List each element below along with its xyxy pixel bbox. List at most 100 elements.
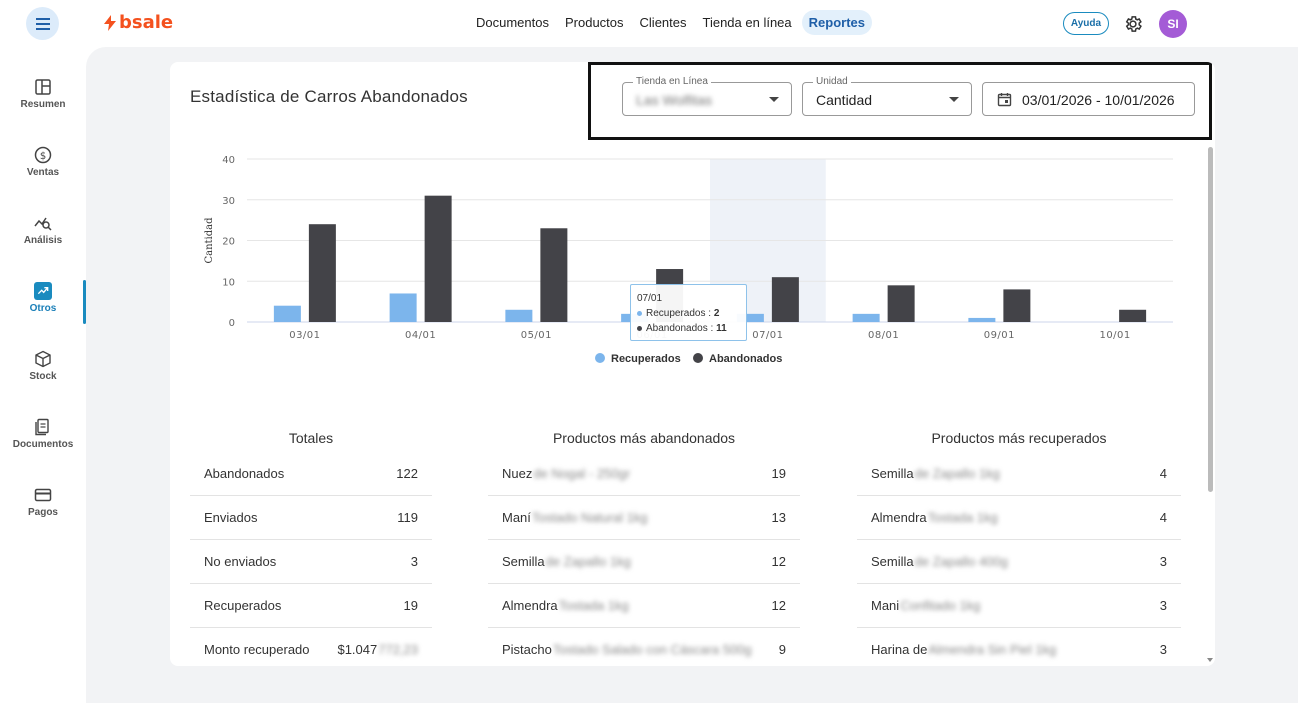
box-icon — [35, 350, 51, 368]
sidebar-item-resumen[interactable]: Resumen — [0, 66, 86, 134]
y-tick-label: 30 — [222, 196, 235, 207]
row-label: Monto recuperado — [204, 642, 310, 657]
row-value: 4 — [1159, 510, 1167, 525]
legend-marker — [693, 353, 703, 363]
table-row: Harina de Almendra Sin Piel 1kg 3 — [857, 628, 1181, 666]
row-label: No enviados — [204, 554, 277, 569]
bar-abandonados — [540, 228, 568, 322]
document-icon — [35, 418, 49, 436]
analysis-icon — [34, 217, 52, 231]
x-tick-label: 04/01 — [405, 330, 436, 341]
row-label: Nuez de Nogal - 250gr — [502, 466, 631, 481]
row-value: 3 — [1159, 554, 1167, 569]
sidebar-item-documentos[interactable]: Documentos — [0, 406, 86, 474]
table-row: Nuez de Nogal - 250gr 19 — [488, 452, 800, 496]
nav-productos[interactable]: Productos — [564, 15, 624, 30]
row-value: $1.047772,23 — [337, 642, 418, 657]
table-row: Almendra Tostada 1kg 12 — [488, 584, 800, 628]
row-value: 3 — [1159, 598, 1167, 613]
sidebar-label: Pagos — [27, 507, 58, 518]
nav-clientes[interactable]: Clientes — [639, 15, 687, 30]
gear-icon[interactable] — [1123, 14, 1143, 34]
row-value: 3 — [410, 554, 418, 569]
bar-abandonados — [771, 277, 799, 322]
table-row: Mani Confitado 1kg 3 — [857, 584, 1181, 628]
scrollbar[interactable] — [1208, 147, 1213, 492]
sidebar-item-ventas[interactable]: $ Ventas — [0, 134, 86, 202]
trend-icon — [34, 282, 52, 300]
nav-documentos[interactable]: Documentos — [476, 15, 549, 30]
row-label: Harina de Almendra Sin Piel 1kg — [871, 642, 1057, 657]
abandoned-products-table: Productos más abandonados Nuez de Nogal … — [488, 424, 800, 666]
sidebar-item-stock[interactable]: Stock — [0, 338, 86, 406]
totals-title: Totales — [288, 430, 334, 446]
y-tick-label: 0 — [229, 318, 235, 329]
row-label: Pistacho Tostado Salado con Cáscara 500g — [502, 642, 752, 657]
help-button[interactable]: Ayuda — [1063, 12, 1109, 35]
x-tick-label: 08/01 — [868, 330, 899, 341]
row-label: Mani Confitado 1kg — [871, 598, 981, 613]
bar-recuperados — [968, 317, 996, 322]
calendar-icon — [997, 93, 1012, 107]
row-value: 9 — [778, 642, 786, 657]
nav-tienda-en-linea[interactable]: Tienda en línea — [702, 15, 792, 30]
legend-marker — [595, 353, 605, 363]
totals-table: Totales Abandonados 122 Enviados 119 No envi… — [190, 424, 432, 666]
table-row: No enviados 3 — [190, 540, 432, 584]
svg-text:$: $ — [40, 151, 46, 162]
row-value: 3 — [1159, 642, 1167, 657]
chevron-down-icon — [769, 97, 779, 102]
table-row: Semilla de Zapallo 1kg 12 — [488, 540, 800, 584]
bar-recuperados — [736, 313, 764, 322]
filters-highlight: Tienda en Línea Las Wolfitas Unidad Cant… — [588, 62, 1212, 140]
bar-abandonados — [308, 224, 336, 322]
y-axis-label: Cantidad — [204, 217, 215, 264]
dollar-icon: $ — [34, 146, 52, 164]
sidebar: Resumen $ Ventas Análisis Otros Stock Do… — [0, 66, 86, 542]
avatar[interactable]: SI — [1159, 10, 1187, 38]
store-select[interactable]: Tienda en Línea Las Wolfitas — [622, 76, 792, 116]
x-tick-label: 07/01 — [752, 330, 783, 341]
sidebar-item-analisis[interactable]: Análisis — [0, 202, 86, 270]
nav-reportes[interactable]: Reportes — [801, 10, 872, 35]
row-label: Almendra Tostada 1kg — [502, 598, 629, 613]
date-range-picker[interactable]: 03/01/2026 - 10/01/2026 — [982, 82, 1195, 116]
sidebar-item-pagos[interactable]: Pagos — [0, 474, 86, 542]
x-tick-label: 10/01 — [1099, 330, 1130, 341]
row-value: 4 — [1159, 466, 1167, 481]
bar-abandonados — [1119, 309, 1147, 322]
bar-abandonados — [887, 285, 915, 322]
row-label: Semilla de Zapallo 1kg — [871, 466, 1000, 481]
sidebar-item-otros[interactable]: Otros — [0, 270, 86, 338]
row-label: Recuperados — [204, 598, 282, 613]
row-value: 122 — [396, 466, 418, 481]
legend-label: Recuperados — [611, 353, 681, 365]
main-nav: Documentos Productos Clientes Tienda en … — [470, 10, 872, 35]
unit-select-value: Cantidad — [816, 92, 873, 108]
sidebar-label: Análisis — [23, 235, 63, 246]
table-row: Abandonados 122 — [190, 452, 432, 496]
row-label: Enviados — [204, 510, 258, 525]
table-row: Recuperados 19 — [190, 584, 432, 628]
table-row: Semilla de Zapallo 1kg 4 — [857, 452, 1181, 496]
row-label: Semilla de Zapallo 400g — [871, 554, 1008, 569]
card-icon — [34, 488, 52, 502]
report-card: Estadística de Carros Abandonados Tienda… — [170, 62, 1215, 666]
x-tick-label: 05/01 — [521, 330, 552, 341]
table-row: Monto recuperado $1.047772,23 — [190, 628, 432, 666]
store-select-label: Tienda en Línea — [633, 76, 711, 87]
row-label: Semilla de Zapallo 1kg — [502, 554, 631, 569]
table-row: Semilla de Zapallo 400g 3 — [857, 540, 1181, 584]
scroll-down-arrow[interactable] — [1207, 658, 1213, 662]
unit-select-label: Unidad — [813, 76, 851, 87]
row-label: Almendra Tostada 1kg — [871, 510, 998, 525]
bar-recuperados — [389, 293, 417, 322]
menu-button[interactable] — [26, 7, 59, 40]
sidebar-label: Otros — [29, 303, 57, 314]
unit-select[interactable]: Unidad Cantidad — [802, 76, 972, 116]
row-label: Maní Tostado Natural 1kg — [502, 510, 648, 525]
abandoned-products-title: Productos más abandonados — [552, 430, 736, 446]
table-row: Almendra Tostada 1kg 4 — [857, 496, 1181, 540]
logo[interactable]: bsale — [104, 12, 173, 33]
legend-label: Abandonados — [709, 353, 782, 365]
